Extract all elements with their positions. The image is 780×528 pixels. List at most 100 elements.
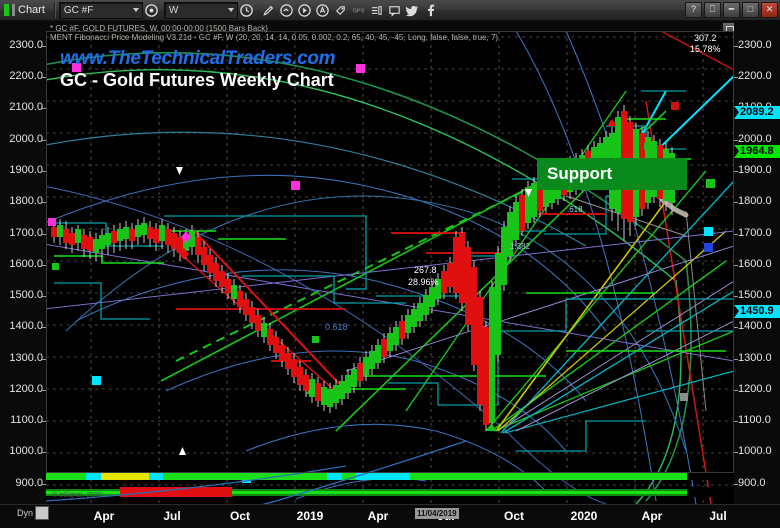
help-button[interactable]: ? <box>685 2 702 18</box>
facebook-icon[interactable] <box>423 2 439 18</box>
dyn-control[interactable]: Dyn <box>17 506 50 520</box>
close-button[interactable]: ✕ <box>761 2 778 18</box>
play-circle-icon[interactable] <box>297 2 313 18</box>
green-fan-2 <box>485 170 707 432</box>
bottom-blue-curve <box>262 440 467 504</box>
cyan-fan-3 <box>504 370 734 434</box>
time-tick-oct: Oct <box>503 509 525 523</box>
refresh-arrow-icon[interactable] <box>279 2 295 18</box>
chevron-down-icon[interactable] <box>132 7 139 12</box>
gps-icon[interactable]: GPS <box>351 2 367 18</box>
plot-border <box>46 31 734 473</box>
price-tick-2000-0: 2000.0 <box>9 132 43 145</box>
magenta-square-marker <box>48 218 56 226</box>
price-tick-1600-0: 1600.0 <box>9 257 43 270</box>
red-down-triangle-marker <box>607 119 617 126</box>
white-down-triangle-marker <box>176 167 183 175</box>
magenta-diamond-marker <box>181 231 191 243</box>
red-square-marker <box>671 102 679 110</box>
cyan-price-tag-2089: 2089.2 <box>734 105 780 119</box>
time-tick-apr: Apr <box>93 509 115 523</box>
price-tick-mark <box>42 45 46 47</box>
price-tick-mark-right <box>734 202 738 204</box>
price-tick-mark <box>42 483 46 485</box>
dyn-icon[interactable] <box>35 506 50 520</box>
price-axis-left[interactable]: 2300.0 2200.0 2100.0 2000.0 1900.0 1800.0 1700… <box>0 20 46 504</box>
copyright-label: © eSignal, 2020 <box>52 492 102 499</box>
price-tick-1500-0: 1500.0 <box>9 289 43 302</box>
list-icon[interactable] <box>369 2 385 18</box>
price-tick-mark <box>42 139 46 141</box>
interval-clock-icon[interactable] <box>239 2 255 18</box>
crosshair-date-label: 11/04/2019 <box>415 508 459 519</box>
magenta-square-marker <box>356 64 365 73</box>
chart-logo-icon <box>4 4 9 16</box>
tag-icon[interactable] <box>333 2 349 18</box>
indicator-bar-panel <box>46 472 734 497</box>
time-axis[interactable]: AprJulOct2019AprJulOct2020AprJul <box>0 504 780 528</box>
price-tick-mark-right <box>734 421 738 423</box>
price-axis-right[interactable]: 2300.02200.02100.02000.01900.01800.01700… <box>734 20 780 504</box>
price-tick-mark-right <box>734 170 738 172</box>
price-tick-mark <box>42 296 46 298</box>
price-tick-right-2300-0: 2300.0 <box>738 38 772 51</box>
green-square-marker <box>706 179 715 188</box>
move-mid-value-label: 267.8 <box>414 265 437 275</box>
price-tick-right-2000-0: 2000.0 <box>738 132 772 145</box>
price-tick-900-0: 900.0 <box>15 476 43 489</box>
green-square-marker <box>52 263 59 270</box>
alert-circle-icon[interactable] <box>315 2 331 18</box>
price-tick-right-1900-0: 1900.0 <box>738 163 772 176</box>
time-tick-2019: 2019 <box>296 509 324 523</box>
symbol-lookup-icon[interactable] <box>144 2 160 18</box>
price-tick-mark-right <box>734 264 738 266</box>
time-tick-apr: Apr <box>641 509 663 523</box>
cyan-fan-2 <box>502 290 734 434</box>
draw-pencil-icon[interactable] <box>261 2 277 18</box>
support-zone-label: Support <box>547 164 613 183</box>
maximize-button[interactable]: □ <box>742 2 759 18</box>
price-tick-mark-right <box>734 296 738 298</box>
pivot-marker-group <box>48 63 715 483</box>
chart-plot-area[interactable] <box>46 31 734 504</box>
main-toolbar: Chart GC #F W <box>0 0 780 21</box>
yellow-fan-line <box>495 200 667 432</box>
price-tick-mark <box>42 202 46 204</box>
restore-button[interactable]: ⎕ <box>704 2 721 18</box>
price-tick-1100-0: 1100.0 <box>10 414 43 427</box>
price-tick-right-1500-0: 1500.0 <box>738 289 772 302</box>
price-tick-mark-right <box>734 327 738 329</box>
price-tick-right-1600-0: 1600.0 <box>738 257 772 270</box>
chart-menu-button[interactable]: Chart <box>0 1 51 19</box>
magenta-square-marker <box>291 181 300 190</box>
interval-input[interactable]: W <box>163 1 238 19</box>
green-level-group <box>54 118 726 390</box>
chevron-down-icon-2[interactable] <box>227 7 234 12</box>
green-square-marker <box>644 143 651 150</box>
chart-logo-icon-2 <box>12 4 15 16</box>
blue-square-marker <box>704 243 713 252</box>
price-tick-mark <box>42 77 46 79</box>
window-controls: ? ⎕ ━ □ ✕ <box>685 2 778 18</box>
price-tick-mark-right <box>734 45 738 47</box>
fib-0618-left-label: 0.618 <box>325 322 348 332</box>
twitter-icon[interactable] <box>405 2 421 18</box>
dyn-label: Dyn <box>17 508 34 518</box>
price-tick-mark <box>42 108 46 110</box>
price-tick-1800-0: 1800.0 <box>9 195 43 208</box>
price-tick-mark-right <box>734 358 738 360</box>
price-tick-mark <box>42 452 46 454</box>
cyan-price-tag-1450: 1450.9 <box>734 305 780 319</box>
magenta-square-marker <box>72 63 81 72</box>
comment-icon[interactable] <box>387 2 403 18</box>
price-tick-1400-0: 1400.0 <box>9 320 43 333</box>
price-tick-1900-0: 1900.0 <box>9 163 43 176</box>
move-mid-percent-label: 28.96% <box>408 277 439 287</box>
red-resistance-line <box>659 31 734 71</box>
move-top-value-label: 307.2 <box>694 33 717 43</box>
interval-value: W <box>168 4 179 16</box>
minimize-button[interactable]: ━ <box>723 2 740 18</box>
price-tick-right-900-0: 900.0 <box>738 476 766 489</box>
symbol-input[interactable]: GC #F <box>58 1 143 19</box>
green-up-triangle-marker <box>306 387 316 394</box>
